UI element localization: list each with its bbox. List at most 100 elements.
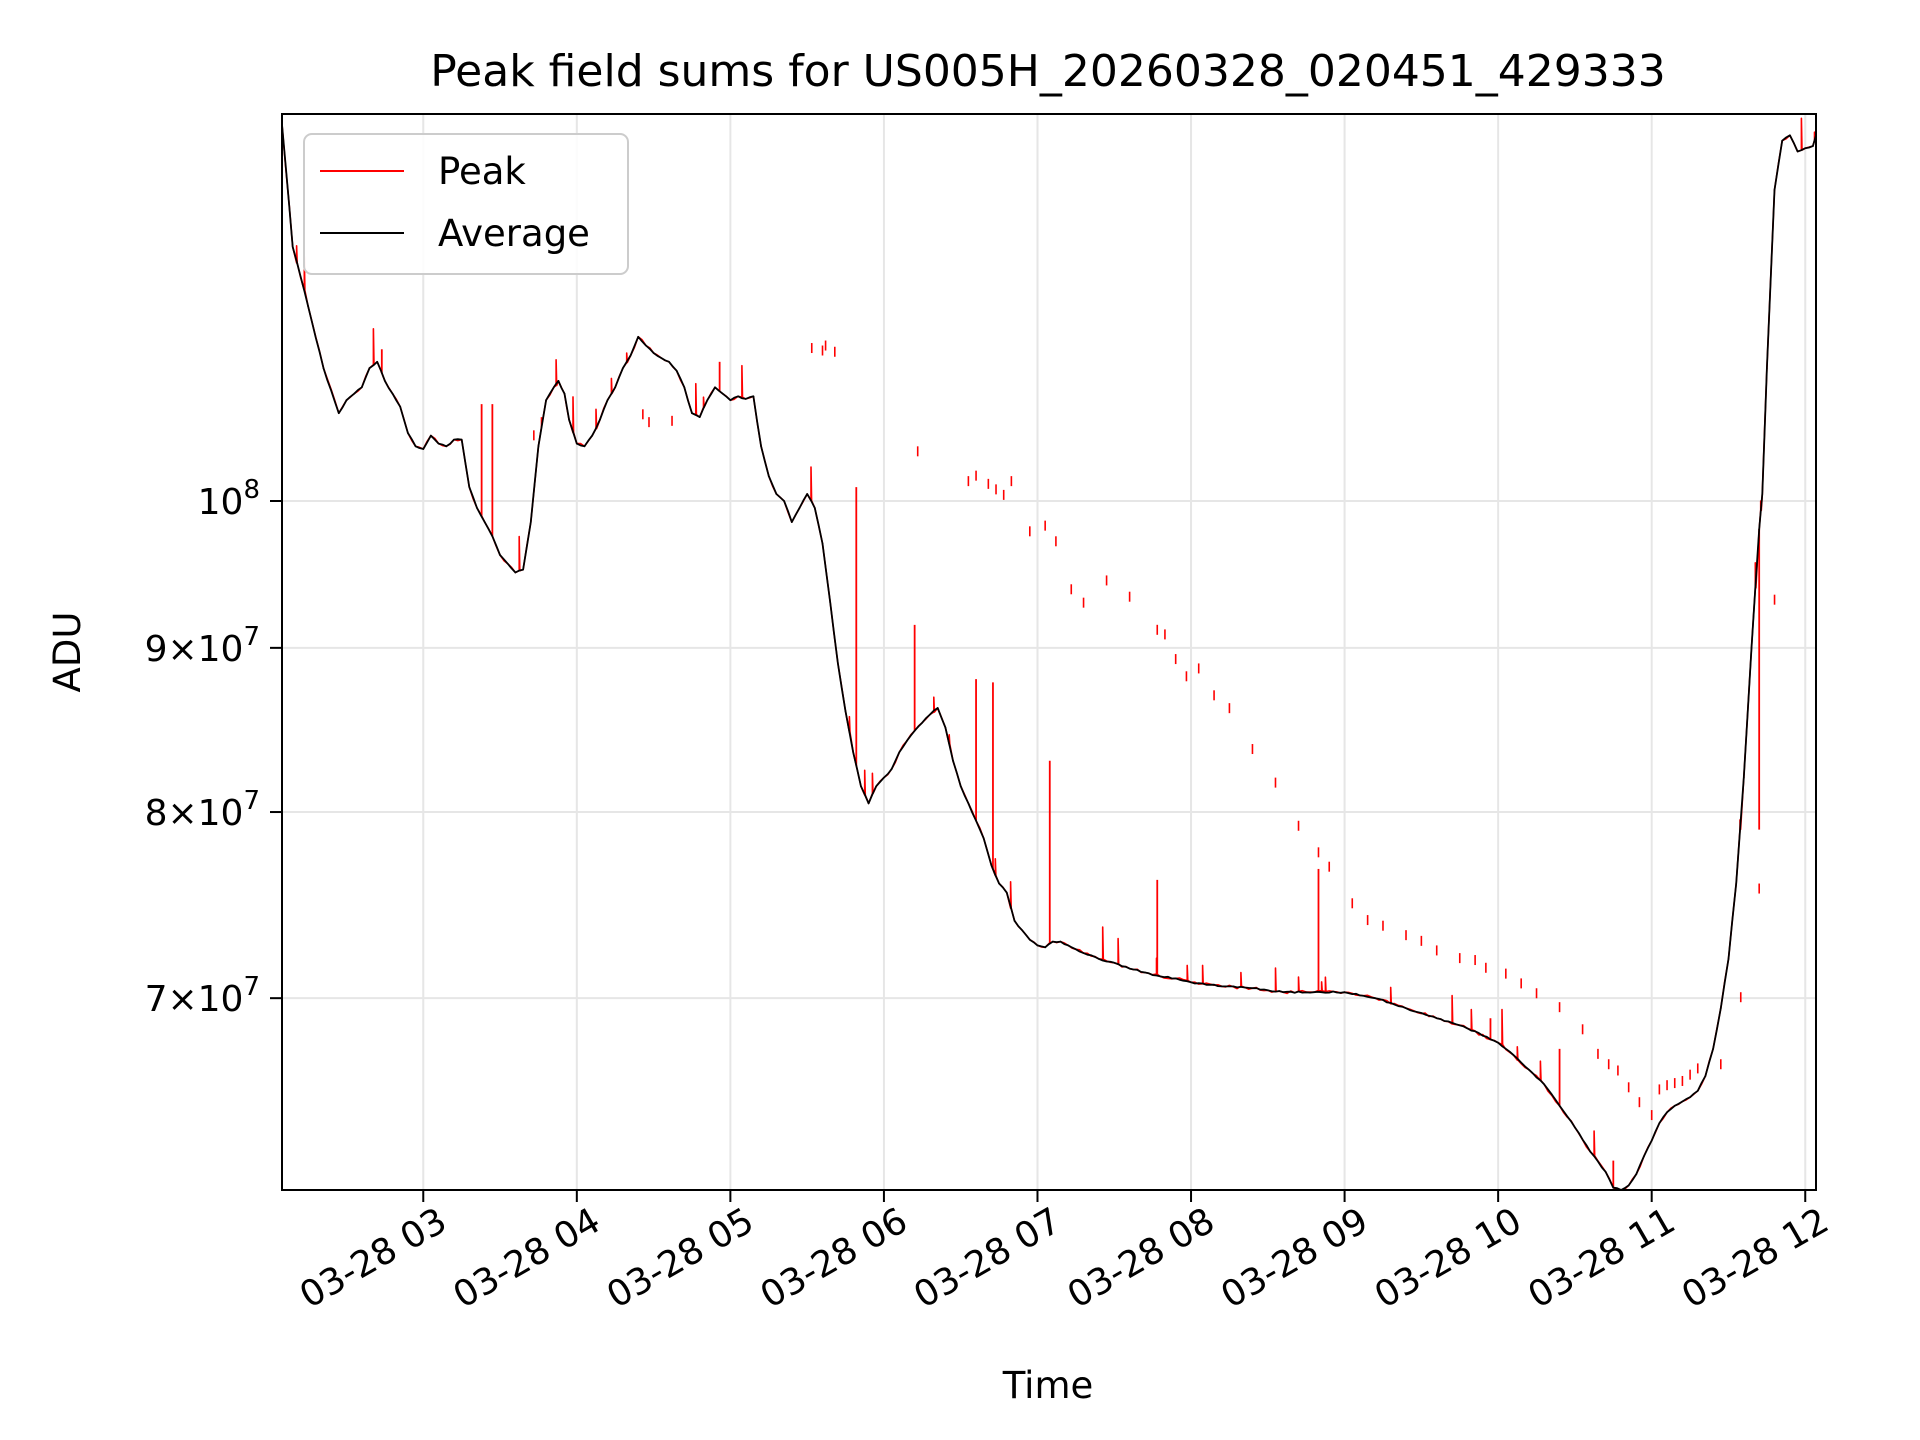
average-point: [691, 412, 693, 415]
average-point: [1282, 991, 1284, 994]
average-point: [913, 730, 916, 732]
average-point: [591, 434, 593, 437]
average-point: [675, 369, 678, 372]
average-point: [1075, 948, 1077, 951]
average-point: [491, 535, 494, 538]
average-point: [545, 399, 547, 401]
average-point: [936, 707, 939, 709]
average-point: [1313, 991, 1315, 994]
average-point: [1766, 367, 1768, 369]
average-point: [783, 500, 785, 502]
average-point: [1044, 946, 1046, 949]
average-point: [476, 507, 478, 509]
average-point: [1405, 1007, 1407, 1009]
average-point: [1673, 1104, 1676, 1107]
average-point: [775, 493, 778, 495]
average-point: [944, 726, 947, 729]
average-point: [453, 438, 455, 441]
average-point: [1773, 189, 1776, 191]
average-point: [1543, 1083, 1546, 1086]
y-axis: 7×107 8×107 9×107 108: [145, 475, 282, 1020]
average-point: [875, 785, 878, 787]
average-point: [1174, 977, 1177, 980]
average-point: [1689, 1096, 1691, 1098]
average-point: [1635, 1173, 1638, 1175]
average-point: [1144, 971, 1146, 974]
average-point: [1627, 1184, 1630, 1187]
average-point: [445, 445, 448, 448]
average-point: [1727, 958, 1730, 960]
average-point: [890, 768, 893, 770]
average-point: [852, 751, 855, 754]
average-point: [975, 819, 977, 822]
average-point: [1681, 1100, 1684, 1103]
average-point: [1758, 528, 1760, 530]
average-point: [576, 442, 578, 445]
average-point: [1658, 1122, 1661, 1124]
average-point: [322, 367, 325, 369]
series-average-line: [281, 124, 1817, 1191]
average-point: [529, 521, 532, 523]
average-point: [629, 354, 632, 357]
average-point: [568, 418, 570, 421]
average-point: [384, 380, 386, 382]
average-point: [307, 305, 309, 307]
average-point: [1021, 929, 1023, 931]
average-point: [1435, 1017, 1438, 1020]
average-point: [422, 448, 425, 450]
average-point: [837, 662, 839, 665]
average-point: [1781, 139, 1784, 142]
average-point: [1528, 1068, 1530, 1071]
average-point: [883, 776, 885, 779]
average-point: [744, 398, 747, 400]
average-point: [1098, 958, 1100, 960]
average-point: [399, 405, 402, 408]
average-point: [522, 568, 524, 571]
average-point: [952, 759, 954, 762]
average-point: [737, 395, 739, 398]
average-point: [1512, 1054, 1515, 1056]
average-point: [437, 442, 440, 445]
average-point: [430, 434, 432, 437]
average-point: [814, 507, 816, 509]
legend-peak-label: Peak: [438, 150, 526, 193]
average-point: [929, 713, 931, 716]
average-point: [1750, 647, 1753, 649]
average-point: [967, 802, 970, 805]
y-tick-label: 8×107: [145, 786, 260, 834]
average-point: [552, 386, 555, 389]
average-point: [345, 399, 348, 401]
average-point: [368, 367, 371, 369]
average-point: [1712, 1048, 1714, 1050]
average-point: [291, 246, 294, 248]
average-point: [1574, 1126, 1576, 1129]
y-tick-label: 9×107: [145, 622, 260, 670]
average-point: [898, 751, 901, 754]
chart-title: Peak field sums for US005H_20260328_0204…: [430, 46, 1666, 97]
average-point: [468, 486, 471, 488]
average-point: [1343, 991, 1346, 994]
average-point: [1067, 944, 1069, 947]
average-point: [821, 542, 824, 545]
average-point: [1666, 1111, 1668, 1114]
average-point: [1735, 882, 1737, 885]
average-point: [668, 361, 670, 363]
average-point: [414, 445, 417, 448]
x-axis-label: Time: [1002, 1364, 1094, 1407]
average-point: [1128, 967, 1131, 970]
average-point: [1804, 147, 1807, 150]
average-point: [338, 412, 340, 415]
average-point: [660, 357, 663, 359]
average-point: [1190, 981, 1192, 984]
average-point: [698, 416, 701, 418]
average-point: [1013, 919, 1016, 922]
average-point: [798, 507, 801, 509]
average-point: [1029, 938, 1031, 941]
average-point: [1696, 1089, 1699, 1092]
average-point: [563, 392, 566, 395]
average-point: [407, 432, 409, 434]
average-point: [1650, 1139, 1653, 1142]
average-point: [537, 445, 540, 448]
grid-layer: [282, 114, 1816, 1190]
